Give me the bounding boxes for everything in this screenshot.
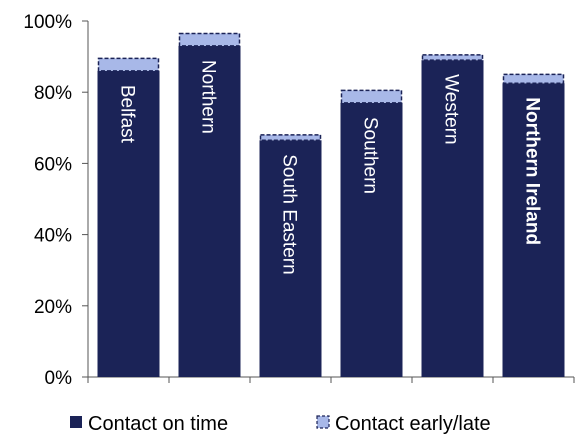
bar-contact-early-late — [178, 32, 241, 47]
category-label: Southern — [360, 117, 381, 194]
bar-contact-on-time — [259, 140, 322, 377]
bar-contact-on-time — [421, 60, 484, 377]
category-label: Northern Ireland — [522, 97, 543, 245]
y-axis-tick-labels: 0% 20% 40% 60% 80% 100% — [23, 12, 72, 389]
y-tick-label: 80% — [34, 83, 72, 104]
bar-contact-on-time — [340, 102, 403, 377]
legend: Contact on time Contact early/late — [70, 413, 491, 435]
category-label: South Eastern — [279, 154, 300, 274]
bar-contact-on-time — [502, 83, 565, 378]
bar-contact-early-late — [421, 54, 484, 61]
bar-contact-early-late — [502, 73, 565, 85]
category-label: Western — [441, 74, 462, 144]
legend-swatch-early-late — [316, 415, 330, 429]
bar-contact-on-time — [97, 70, 160, 377]
y-tick-label: 0% — [45, 368, 73, 389]
axes — [82, 20, 575, 383]
category-label: Belfast — [117, 85, 138, 144]
bar-contact-early-late — [97, 57, 160, 72]
bars: Belfast Northern South Eastern Southern West… — [97, 32, 565, 378]
y-tick-label: 60% — [34, 154, 72, 175]
y-tick-label: 40% — [34, 226, 72, 247]
bar-contact-early-late — [259, 134, 322, 142]
legend-label-early-late: Contact early/late — [335, 413, 491, 435]
category-label: Northern — [198, 60, 219, 134]
legend-swatch-on-time — [70, 416, 82, 428]
y-tick-label: 20% — [34, 297, 72, 318]
y-tick-label: 100% — [23, 12, 72, 33]
bar-contact-early-late — [340, 89, 403, 104]
legend-label-on-time: Contact on time — [88, 413, 228, 435]
bar-contact-on-time — [178, 45, 241, 378]
